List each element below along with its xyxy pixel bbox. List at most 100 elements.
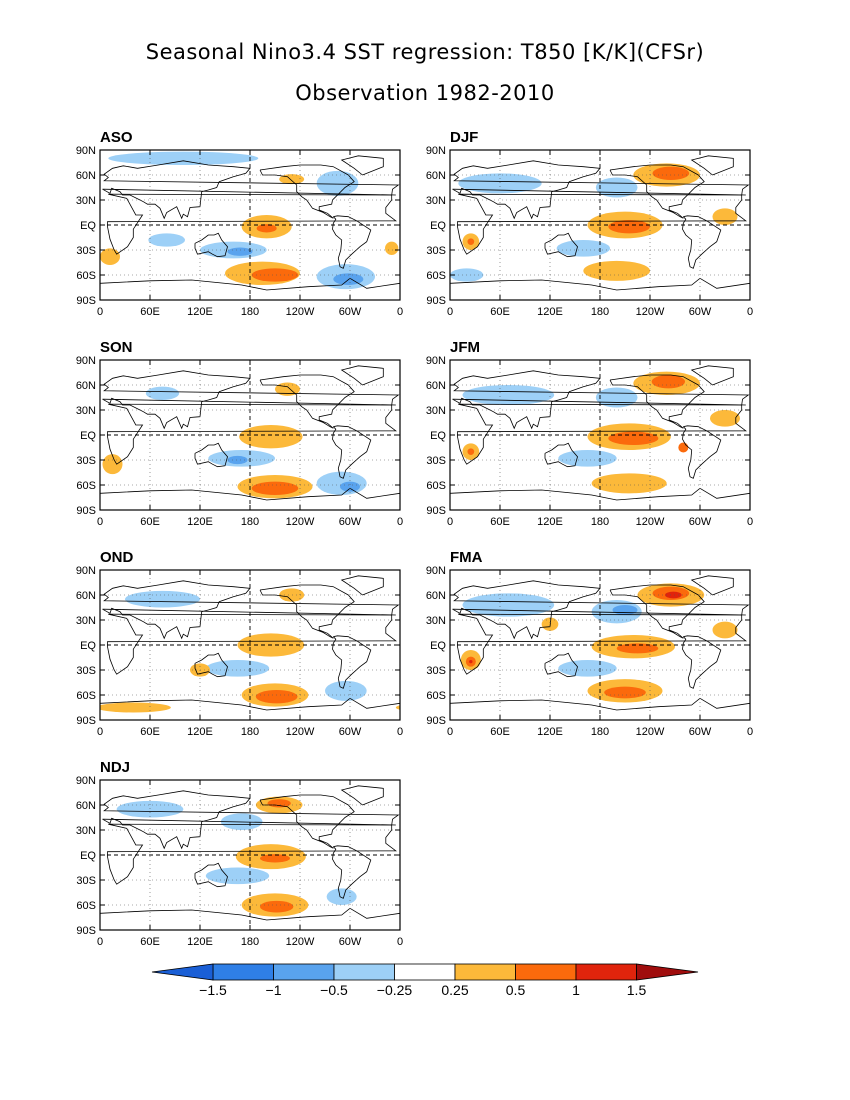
- coastline-0: [259, 164, 355, 219]
- coastline-layer: [450, 155, 750, 291]
- x-tick-label: 120E: [187, 306, 213, 318]
- anomaly-patch-pos-3: [260, 900, 294, 913]
- anomaly-patch-neg-7: [558, 450, 617, 467]
- anomaly-patch-pos-10: [385, 241, 399, 255]
- anomaly-patch-pos-5: [267, 799, 291, 808]
- colorbar-box: [394, 963, 456, 981]
- chart-title: Seasonal Nino3.4 SST regression: T850 [K…: [145, 40, 705, 64]
- x-tick-label: 120W: [286, 936, 315, 948]
- anomaly-patch-pos-7: [102, 454, 123, 475]
- colorbar-label: 0.5: [506, 982, 526, 998]
- y-tick-label: 60N: [426, 380, 446, 392]
- anomaly-patch-neg-6: [205, 867, 270, 885]
- coastline-4: [544, 442, 578, 468]
- coastline-3: [452, 160, 750, 220]
- coastline-5: [340, 785, 384, 806]
- anomaly-patch-neg-3: [205, 660, 270, 677]
- colorbar-box: [454, 963, 516, 981]
- x-tick-label: 180: [241, 516, 259, 528]
- anomaly-patch-pos-14: [712, 621, 738, 639]
- coastline-0: [609, 374, 705, 429]
- coastline-5: [690, 155, 734, 176]
- y-tick-label: 90N: [76, 775, 96, 787]
- coastline-layer: [450, 365, 750, 501]
- x-tick-label: 60E: [490, 726, 510, 738]
- x-tick-label: 180: [241, 936, 259, 948]
- panel-label: DJF: [450, 129, 478, 146]
- anomaly-patch-neg-5: [227, 247, 253, 256]
- x-tick-label: 120E: [537, 516, 563, 528]
- y-tick-label: 30N: [76, 615, 96, 627]
- y-tick-label: EQ: [80, 220, 96, 232]
- colorbar-label: 1: [572, 982, 580, 998]
- coastline-4: [194, 862, 228, 888]
- y-tick-label: 60S: [76, 480, 96, 492]
- x-tick-label: 0: [97, 936, 103, 948]
- x-tick-label: 120E: [187, 936, 213, 948]
- anomaly-patch-pos-12: [279, 174, 305, 185]
- x-tick-label: 180: [591, 306, 609, 318]
- coastline-4: [194, 442, 228, 468]
- coastline-antarctica: [450, 277, 750, 291]
- anomaly-patch-pos-9: [467, 238, 475, 246]
- coastline-2: [457, 403, 747, 465]
- colorbar-box: [575, 963, 637, 981]
- x-tick-label: 120W: [636, 726, 665, 738]
- y-tick-label: 90S: [426, 505, 446, 517]
- anomaly-patch-neg-7: [458, 173, 542, 194]
- coastline-2: [107, 193, 397, 255]
- y-tick-label: 30S: [76, 245, 96, 257]
- panel-label: OND: [100, 549, 134, 566]
- anomaly-patch-neg-8: [316, 170, 359, 196]
- x-tick-label: 120W: [286, 306, 315, 318]
- x-tick-label: 120W: [636, 516, 665, 528]
- anomaly-patch-pos-5: [395, 705, 400, 710]
- coastline-3: [102, 160, 400, 220]
- anomaly-patch-pos-5: [591, 473, 667, 494]
- x-tick-label: 0: [397, 516, 403, 528]
- x-tick-label: 0: [397, 306, 403, 318]
- x-tick-label: 180: [241, 306, 259, 318]
- x-tick-label: 60E: [490, 306, 510, 318]
- colorbar-arrow-high: [636, 963, 699, 981]
- colorbar-label: 1.5: [627, 982, 647, 998]
- anomaly-patch-neg-6: [340, 481, 360, 492]
- x-tick-label: 180: [241, 726, 259, 738]
- y-tick-label: 90N: [76, 355, 96, 367]
- x-tick-label: 180: [591, 726, 609, 738]
- y-tick-label: 60N: [76, 170, 96, 182]
- anomaly-layer: [116, 796, 357, 917]
- y-tick-label: 90N: [76, 145, 96, 157]
- panel-label: FMA: [450, 549, 483, 566]
- x-tick-label: 120E: [537, 726, 563, 738]
- x-tick-label: 60E: [140, 726, 160, 738]
- coastline-4: [194, 232, 228, 258]
- colorbar-label: −0.5: [320, 982, 348, 998]
- x-tick-label: 60W: [339, 726, 362, 738]
- y-tick-label: EQ: [80, 850, 96, 862]
- x-tick-label: 60E: [140, 936, 160, 948]
- anomaly-patch-neg-8: [462, 385, 555, 405]
- coastline-3: [102, 370, 400, 430]
- y-tick-label: 90S: [76, 925, 96, 937]
- y-tick-label: 60S: [76, 690, 96, 702]
- x-tick-label: 0: [97, 726, 103, 738]
- colorbar-label: −1.5: [199, 982, 227, 998]
- anomaly-patch-pos-2: [678, 442, 689, 453]
- x-tick-label: 60W: [339, 516, 362, 528]
- coastline-antarctica: [450, 487, 750, 501]
- anomaly-patch-neg-11: [148, 233, 186, 247]
- coastline-2: [107, 613, 397, 675]
- y-tick-label: 30S: [426, 455, 446, 467]
- x-tick-label: 0: [397, 726, 403, 738]
- chart-subtitle: Observation 1982-2010: [295, 81, 555, 105]
- anomaly-patch-pos-6: [279, 588, 305, 602]
- coastline-layer: [100, 155, 400, 291]
- anomaly-patch-pos-11: [710, 410, 740, 427]
- y-tick-label: 90S: [426, 295, 446, 307]
- coastline-3: [102, 580, 400, 640]
- x-tick-label: 60W: [689, 726, 712, 738]
